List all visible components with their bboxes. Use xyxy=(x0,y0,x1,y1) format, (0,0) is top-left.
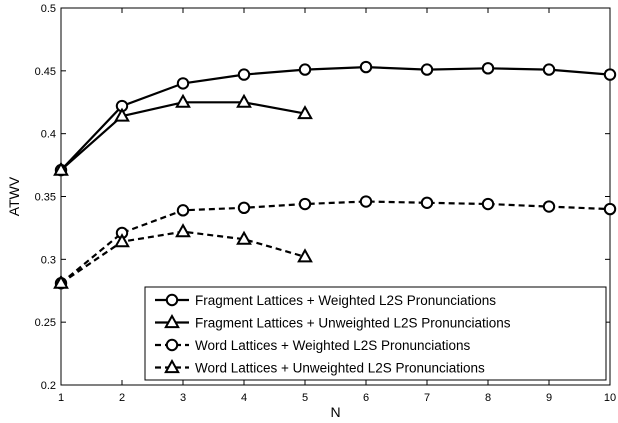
y-tick-label: 0.45 xyxy=(35,66,56,78)
x-tick-label: 7 xyxy=(424,392,430,404)
x-tick-label: 10 xyxy=(604,392,616,404)
y-axis-label: ATWV xyxy=(6,176,22,216)
data-point xyxy=(542,200,556,213)
data-point xyxy=(236,230,252,245)
data-point xyxy=(236,93,252,108)
x-tick-label: 9 xyxy=(546,392,552,404)
data-point xyxy=(114,107,130,122)
legend-marker xyxy=(164,313,180,329)
data-point xyxy=(359,195,373,208)
y-tick-label: 0.3 xyxy=(41,254,56,266)
y-tick-label: 0.35 xyxy=(35,192,56,204)
legend-label: Word Lattices + Weighted L2S Pronunciati… xyxy=(195,338,471,353)
y-tick-label: 0.4 xyxy=(41,129,56,141)
data-point xyxy=(298,197,312,211)
data-point xyxy=(297,105,313,120)
series-line xyxy=(60,65,611,171)
x-axis-label: N xyxy=(330,404,340,420)
legend-item: Fragment Lattices + Weighted L2S Pronunc… xyxy=(155,293,496,308)
x-tick-label: 6 xyxy=(363,392,369,404)
data-point xyxy=(542,63,556,76)
data-point xyxy=(176,204,190,217)
legend-label: Word Lattices + Unweighted L2S Pronuncia… xyxy=(195,361,485,376)
data-point xyxy=(481,62,495,75)
data-point xyxy=(603,68,617,81)
data-point xyxy=(420,196,434,209)
legend-label: Fragment Lattices + Unweighted L2S Pronu… xyxy=(195,316,511,331)
data-point xyxy=(53,161,69,176)
data-point xyxy=(298,63,312,76)
series-4 xyxy=(53,223,313,289)
data-point xyxy=(114,233,130,248)
series-2 xyxy=(53,93,313,176)
data-point xyxy=(359,60,373,74)
x-tick-label: 5 xyxy=(302,392,308,404)
data-point xyxy=(175,223,191,238)
legend-marker xyxy=(164,358,180,374)
data-point xyxy=(481,197,495,211)
data-point xyxy=(237,201,251,215)
legend: Fragment Lattices + Weighted L2S Pronunc… xyxy=(144,286,607,381)
x-tick-label: 8 xyxy=(485,392,491,404)
legend-item: Word Lattices + Unweighted L2S Pronuncia… xyxy=(155,358,485,376)
series-line xyxy=(60,200,611,285)
x-tick-label: 2 xyxy=(119,392,125,404)
x-tick-label: 3 xyxy=(180,392,186,404)
data-point xyxy=(603,202,617,216)
y-tick-label: 0.5 xyxy=(41,3,56,15)
series-3 xyxy=(54,195,617,290)
y-tick-label: 0.25 xyxy=(35,317,56,329)
legend-label: Fragment Lattices + Weighted L2S Pronunc… xyxy=(195,293,496,308)
data-point xyxy=(53,274,69,289)
x-tick-label: 1 xyxy=(58,392,64,404)
data-point xyxy=(297,248,313,263)
y-tick-label: 0.2 xyxy=(41,380,56,392)
series-1 xyxy=(54,60,617,177)
legend-item: Fragment Lattices + Unweighted L2S Pronu… xyxy=(155,313,511,331)
data-point xyxy=(237,68,251,81)
data-point xyxy=(175,93,191,108)
axis-ticks: 1 2 3 4 5 6 7 8 9 10 0.2 0.25 0.3 0.35 0.4 0.45 0.5 xyxy=(35,3,617,404)
legend-marker xyxy=(165,338,179,352)
legend-item: Word Lattices + Weighted L2S Pronunciati… xyxy=(155,338,471,353)
data-series xyxy=(53,60,617,290)
x-tick-label: 4 xyxy=(241,392,247,404)
legend-marker xyxy=(165,293,179,307)
data-point xyxy=(176,77,190,90)
data-point xyxy=(420,63,434,76)
legend-box xyxy=(144,286,607,381)
